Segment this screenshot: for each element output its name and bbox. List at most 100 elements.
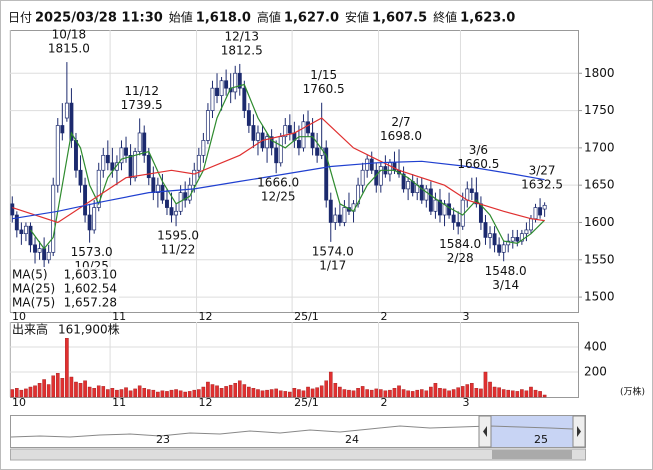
- annotation-price: 1632.5: [521, 178, 563, 192]
- candle-body: [488, 233, 492, 238]
- volume-bar: [401, 389, 406, 398]
- candle-body: [519, 233, 524, 242]
- volume-bar: [488, 381, 492, 398]
- volume-bar: [301, 390, 306, 398]
- volume-bar: [183, 391, 187, 398]
- volume-title: 出来高: [12, 322, 48, 337]
- annotation-price: 1666.0: [257, 176, 299, 190]
- volume-bar: [328, 371, 333, 398]
- candle-body: [74, 140, 78, 171]
- candle-body: [69, 102, 74, 141]
- volume-bar: [356, 388, 360, 398]
- volume-bar: [160, 390, 165, 398]
- candle-body: [187, 184, 192, 201]
- candle-body: [274, 147, 279, 164]
- header-value: 1,607.5: [372, 11, 427, 26]
- x-tick-label: 3: [462, 310, 469, 323]
- volume-bar: [456, 387, 460, 398]
- volume-bar: [274, 388, 278, 398]
- volume-bar: [201, 386, 206, 398]
- volume-bar: [465, 384, 470, 398]
- x-tick-label: 3: [462, 396, 469, 409]
- volume-bar: [369, 389, 374, 398]
- candle-body: [378, 166, 383, 186]
- volume-bar: [178, 390, 183, 398]
- volume-bar: [24, 388, 28, 398]
- candle-body: [369, 158, 374, 171]
- x-tick-label: 2: [381, 396, 388, 409]
- y-tick-label: 1750: [584, 103, 615, 117]
- annotation-price: 1574.0: [312, 244, 354, 258]
- volume-bar: [210, 384, 215, 398]
- candle-body: [474, 192, 479, 205]
- volume-bar: [351, 390, 356, 398]
- volume-bar: [288, 391, 292, 398]
- volume-bar: [542, 394, 547, 398]
- volume-bar: [224, 386, 228, 398]
- candle-body: [146, 154, 151, 179]
- volume-bar: [119, 389, 124, 398]
- volume-subtitle: 161,900株: [58, 322, 120, 337]
- legend-value: 1,657.28: [64, 296, 117, 310]
- volume-bar: [338, 386, 342, 398]
- volume-bar: [260, 390, 265, 398]
- candle-body: [33, 244, 37, 253]
- header-label: 日付: [8, 11, 32, 25]
- candle-body: [538, 207, 543, 216]
- volume-bar: [510, 390, 515, 398]
- scroll-thumb[interactable]: [492, 450, 572, 459]
- volume-bar: [92, 388, 96, 398]
- candle-body: [233, 72, 238, 93]
- volume-bar: [215, 385, 219, 398]
- candle-body: [19, 229, 24, 235]
- y-tick-label: 1600: [584, 215, 615, 229]
- candle-body: [64, 102, 69, 119]
- candle-body: [133, 151, 138, 179]
- legend-box: [11, 267, 119, 311]
- candle-body: [465, 188, 470, 201]
- volume-bar: [379, 389, 383, 398]
- volume-bar: [292, 388, 297, 398]
- annotation-date: 12/13: [224, 29, 259, 43]
- annotation-date: 1/15: [310, 68, 337, 82]
- annotation-date: 3/27: [529, 164, 556, 178]
- candle-body: [192, 169, 197, 186]
- candle-body: [196, 154, 201, 171]
- y-tick-label: 1700: [584, 140, 615, 154]
- candle-body: [469, 188, 474, 193]
- volume-bar: [497, 387, 501, 398]
- header-label: 高値: [257, 10, 281, 25]
- volume-bar: [360, 386, 365, 398]
- volume-bar: [10, 389, 15, 398]
- candle-body: [169, 207, 174, 216]
- volume-bar: [87, 386, 92, 398]
- candle-body: [524, 229, 529, 235]
- volume-bar: [533, 389, 538, 398]
- candle-body: [219, 80, 224, 97]
- annotation-price: 1812.5: [221, 43, 263, 57]
- navigator-label: 24: [345, 433, 359, 446]
- candle-body: [210, 87, 215, 111]
- volume-bar: [128, 390, 133, 398]
- x-tick-label: 12: [199, 310, 213, 323]
- candle-body: [215, 87, 219, 97]
- candle-body: [333, 214, 338, 223]
- candle-body: [456, 222, 461, 227]
- legend-value: 1,603.10: [64, 268, 117, 282]
- candle-body: [224, 80, 229, 89]
- candle-body: [96, 169, 101, 208]
- scrollbar[interactable]: [10, 448, 586, 461]
- x-tick-label: 12: [199, 396, 213, 409]
- volume-bar: [538, 391, 542, 398]
- navigator[interactable]: [10, 415, 586, 461]
- candle-body: [174, 210, 179, 216]
- candle-body: [251, 125, 256, 141]
- candle-body: [501, 244, 506, 253]
- volume-bar: [137, 385, 142, 398]
- candle-body: [37, 248, 42, 253]
- x-tick-label: 25/1: [294, 396, 319, 409]
- navigator-window[interactable]: [483, 416, 573, 447]
- volume-bar: [60, 378, 65, 398]
- volume-bar: [106, 389, 110, 398]
- y-tick-label: 200: [584, 365, 607, 379]
